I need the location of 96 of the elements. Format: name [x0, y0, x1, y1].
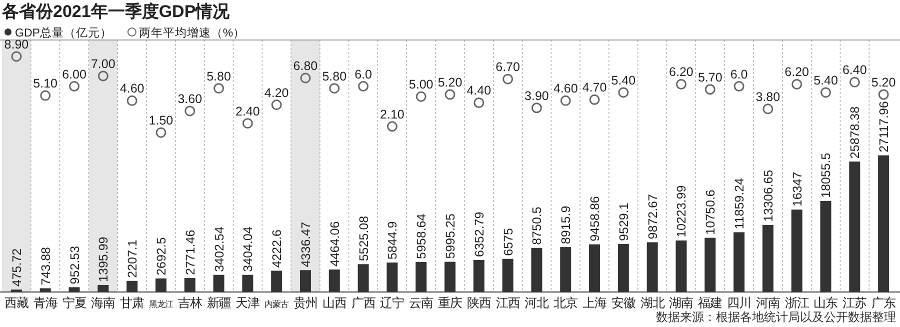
data-label: 4.60: [120, 82, 144, 96]
data-label: 475.72: [10, 248, 24, 287]
data-label: 6.00: [62, 67, 86, 82]
data-label: 3402.54: [212, 226, 226, 272]
x-tick-label: 河南: [756, 296, 780, 310]
data-label: 3.80: [756, 90, 780, 104]
data-label: 6.40: [842, 63, 867, 78]
data-label: 5.70: [698, 70, 722, 84]
x-tick-label: 上海: [582, 296, 607, 310]
data-label: 4.70: [582, 80, 607, 95]
x-tick-label: 山东: [814, 296, 838, 310]
data-label: 743.88: [38, 246, 53, 286]
data-label: 5525.08: [356, 216, 371, 262]
x-tick-label: 山西: [322, 296, 346, 310]
data-label: 7.00: [90, 57, 116, 71]
data-label: 5958.64: [414, 214, 429, 259]
data-label: 8.90: [4, 37, 29, 52]
x-tick-label: 湖北: [640, 296, 664, 310]
data-label: 6575: [501, 228, 516, 256]
data-label: 9458.86: [588, 196, 602, 242]
data-label: 2.40: [236, 104, 260, 118]
data-label: 4.60: [553, 82, 578, 96]
data-label: 4336.47: [298, 222, 313, 268]
x-tick-label: 湖南: [669, 296, 694, 310]
x-tick-label: 四川: [727, 296, 752, 310]
x-tick-label: 西藏: [4, 296, 28, 310]
x-tick-label: 重庆: [438, 296, 462, 310]
x-tick-label: 天津: [236, 296, 260, 310]
data-label: 3.60: [178, 92, 202, 106]
x-tick-label: 江西: [496, 296, 520, 310]
x-tick-label: 内蒙古: [264, 299, 289, 309]
data-label: 16347: [790, 172, 804, 207]
data-label: 5.80: [206, 69, 231, 84]
data-label: 5.20: [871, 76, 896, 90]
data-label: 5.40: [611, 73, 636, 88]
x-tick-label: 贵州: [293, 296, 318, 310]
x-tick-label: 辽宁: [380, 296, 404, 310]
data-label: 5995.25: [444, 214, 458, 259]
data-label: 1395.99: [96, 236, 111, 282]
data-label: 6352.79: [472, 212, 486, 257]
data-label: 27117.96: [877, 101, 892, 152]
data-label: 5.80: [322, 69, 347, 84]
data-label: 10223.99: [674, 185, 689, 238]
x-tick-label: 福建: [698, 296, 722, 310]
legend-label: 两年平均增速（%）: [138, 26, 246, 40]
data-label: 6.20: [784, 65, 810, 80]
data-label: 5.10: [33, 76, 58, 91]
source-note: 数据来源：根据各地统计局以及公开数据整理: [656, 310, 896, 324]
data-label: 8750.5: [530, 206, 544, 245]
data-label: 6.70: [496, 60, 520, 74]
data-label: 2.10: [380, 107, 404, 122]
data-label: 10750.6: [704, 190, 718, 235]
data-label: 13306.65: [761, 170, 776, 222]
data-label: 5844.9: [386, 221, 400, 260]
data-label: 4.40: [466, 84, 492, 98]
x-tick-label: 新疆: [206, 296, 231, 310]
x-tick-label: 青海: [33, 296, 58, 310]
x-tick-label: 安徽: [611, 296, 636, 310]
data-label: 18055.5: [819, 152, 834, 198]
data-label: 11859.24: [732, 178, 747, 230]
x-tick-label: 吉林: [178, 296, 202, 310]
data-label: 6.80: [293, 59, 318, 74]
x-tick-label: 广东: [872, 296, 896, 310]
x-tick-label: 广西: [351, 296, 376, 310]
data-label: 5.20: [438, 76, 462, 90]
x-tick-label: 黑龙江: [148, 299, 173, 309]
chart-title: 各省份2021年一季度GDP情况: [1, 2, 231, 21]
x-tick-label: 海南: [91, 296, 116, 310]
data-label: 9529.1: [616, 202, 631, 241]
x-tick-label: 北京: [554, 296, 578, 310]
data-label: 4464.06: [328, 221, 342, 266]
data-label: 9872.67: [646, 194, 660, 240]
data-label: 2207.1: [126, 240, 140, 278]
legend-label: GDP总量（亿元）: [15, 26, 112, 40]
x-tick-label: 云南: [409, 296, 434, 310]
data-label: 4222.6: [270, 229, 284, 268]
data-label: 6.0: [354, 67, 372, 82]
data-label: 1.50: [148, 114, 174, 128]
data-label: 5.40: [814, 73, 838, 88]
data-label: 5.00: [408, 78, 434, 92]
data-label: 2692.5: [154, 237, 168, 276]
data-label: 6.0: [730, 67, 748, 82]
data-label: 3.90: [524, 88, 549, 103]
x-tick-label: 浙江: [784, 296, 809, 310]
x-tick-label: 陕西: [466, 296, 491, 310]
x-tick-label: 江苏: [842, 296, 867, 310]
x-tick-label: 甘肃: [120, 296, 144, 310]
data-label: 8915.9: [559, 206, 574, 244]
data-label: 6.20: [669, 65, 694, 80]
x-tick-label: 河北: [524, 296, 549, 310]
data-label: 3404.04: [241, 226, 256, 272]
data-label: 25878.38: [848, 106, 862, 159]
data-label: 4.20: [264, 86, 289, 100]
data-label: 2771.46: [183, 230, 198, 276]
data-label: 952.53: [68, 246, 82, 284]
x-tick-label: 宁夏: [62, 296, 86, 310]
